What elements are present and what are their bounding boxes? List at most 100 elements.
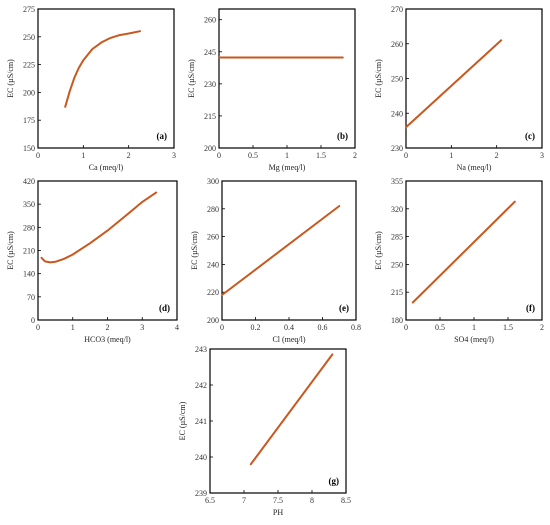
y-tick-label: 215 — [391, 288, 403, 297]
x-tick-label: 2 — [127, 151, 131, 160]
y-tick-label: 70 — [27, 293, 35, 302]
x-tick-label: 1.5 — [503, 323, 513, 332]
y-tick-label: 180 — [391, 316, 403, 325]
x-tick-label: 6.5 — [205, 496, 215, 505]
y-tick-label: 250 — [391, 260, 403, 269]
series-line — [64, 30, 141, 108]
x-tick-label: 0 — [36, 151, 40, 160]
y-axis-title: EC (µS/cm) — [6, 59, 15, 98]
x-tick-label: 2 — [106, 323, 110, 332]
y-tick-label: 250 — [391, 75, 403, 84]
x-axis-title: PH — [273, 508, 283, 517]
x-tick-label: 7 — [242, 496, 246, 505]
x-tick-label: 2 — [353, 151, 357, 160]
y-tick-label: 200 — [207, 316, 219, 325]
y-axis-title: EC (µS/cm) — [178, 401, 187, 440]
x-axis-title: Ca (meq/l) — [89, 163, 124, 172]
y-tick-label: 242 — [195, 381, 207, 390]
x-tick-label: 2 — [495, 151, 499, 160]
series-line — [221, 205, 341, 296]
y-tick-label: 175 — [23, 116, 35, 125]
x-tick-label: 4 — [175, 323, 179, 332]
panel-tag: (g) — [329, 476, 340, 486]
x-tick-label: 0.2 — [251, 323, 261, 332]
series-line — [249, 353, 334, 466]
x-tick-label: 2 — [540, 323, 544, 332]
panel-tag: (e) — [339, 303, 349, 313]
y-tick-label: 280 — [207, 205, 219, 214]
x-axis-title: HCO3 (meq/l) — [84, 335, 131, 344]
x-tick-label: 1 — [449, 151, 453, 160]
y-tick-label: 285 — [391, 233, 403, 242]
y-axis-title: EC (µS/cm) — [6, 231, 15, 270]
y-tick-label: 250 — [23, 33, 35, 42]
y-tick-label: 275 — [23, 5, 35, 14]
y-tick-label: 230 — [204, 80, 216, 89]
x-tick-label: 0 — [404, 151, 408, 160]
y-tick-label: 220 — [207, 288, 219, 297]
chart-2: 0 0.5 1 1.5 2 200 215 230 245 260 Mg (meq/l) EC (µS… — [187, 8, 357, 172]
y-tick-label: 270 — [391, 5, 403, 14]
y-tick-label: 225 — [23, 61, 35, 70]
plot-frame — [405, 8, 543, 149]
plot-frame — [209, 348, 347, 494]
y-tick-label: 200 — [23, 88, 35, 97]
y-tick-label: 240 — [391, 109, 403, 118]
chart-1: 0 1 2 3 150 175 200 225 250 275 Ca (meq/l) EC (µS/c… — [6, 5, 176, 172]
y-tick-label: 260 — [204, 16, 216, 25]
y-tick-label: 150 — [23, 144, 35, 153]
panel-tag: (b) — [337, 131, 348, 141]
y-tick-label: 355 — [391, 177, 403, 186]
series-line — [411, 200, 516, 304]
x-tick-label: 7.5 — [273, 496, 283, 505]
x-tick-label: 0.4 — [284, 323, 294, 332]
y-tick-label: 215 — [204, 112, 216, 121]
plot-frame — [405, 180, 543, 321]
x-tick-label: 0 — [404, 323, 408, 332]
y-tick-label: 245 — [204, 48, 216, 57]
x-tick-label: 0 — [36, 323, 40, 332]
x-tick-label: 3 — [140, 323, 144, 332]
y-tick-label: 320 — [391, 205, 403, 214]
series-line — [40, 191, 158, 264]
series-line — [405, 39, 503, 129]
y-tick-label: 300 — [207, 177, 219, 186]
y-axis-title: EC (µS/cm) — [374, 231, 383, 270]
x-tick-label: 3 — [540, 151, 544, 160]
plot-frame — [37, 180, 178, 321]
x-tick-label: 1 — [472, 323, 476, 332]
y-tick-label: 239 — [195, 489, 207, 498]
y-tick-label: 260 — [391, 40, 403, 49]
x-tick-label: 8 — [310, 496, 314, 505]
y-tick-label: 210 — [23, 247, 35, 256]
panel-tag: (c) — [525, 131, 535, 141]
x-tick-label: 0.5 — [435, 323, 445, 332]
x-tick-label: 0.8 — [351, 323, 361, 332]
x-tick-label: 0.5 — [248, 151, 258, 160]
x-axis-title: Na (meq/l) — [457, 163, 492, 172]
y-tick-label: 350 — [23, 200, 35, 209]
panel-tag: (a) — [157, 131, 168, 141]
y-tick-label: 140 — [23, 270, 35, 279]
y-axis-title: EC (µS/cm) — [190, 231, 199, 270]
y-tick-label: 241 — [195, 417, 207, 426]
x-tick-label: 3 — [172, 151, 176, 160]
x-tick-label: 0 — [217, 151, 221, 160]
panel-tag: (d) — [159, 303, 170, 313]
x-tick-label: 1.5 — [316, 151, 326, 160]
x-tick-label: 1 — [71, 323, 75, 332]
chart-6: 0 0.5 1 1.5 2 180 215 250 285 320 355 SO4 (meq/l) EC… — [374, 177, 544, 344]
y-axis-title: EC (µS/cm) — [374, 59, 383, 98]
x-axis-title: SO4 (meq/l) — [454, 335, 494, 344]
plot-frame — [218, 8, 356, 149]
y-tick-label: 240 — [207, 260, 219, 269]
x-axis-title: Cl (meq/l) — [272, 335, 305, 344]
y-axis-title: EC (µS/cm) — [187, 59, 196, 98]
x-tick-label: 0 — [220, 323, 224, 332]
chart-3: 0 1 2 3 230 240 250 260 270 Na (meq/l) EC (µS/cm) (… — [374, 5, 544, 172]
x-tick-label: 8.5 — [341, 496, 351, 505]
plot-frame — [37, 8, 175, 149]
y-tick-label: 280 — [23, 223, 35, 232]
x-tick-label: 1 — [81, 151, 85, 160]
